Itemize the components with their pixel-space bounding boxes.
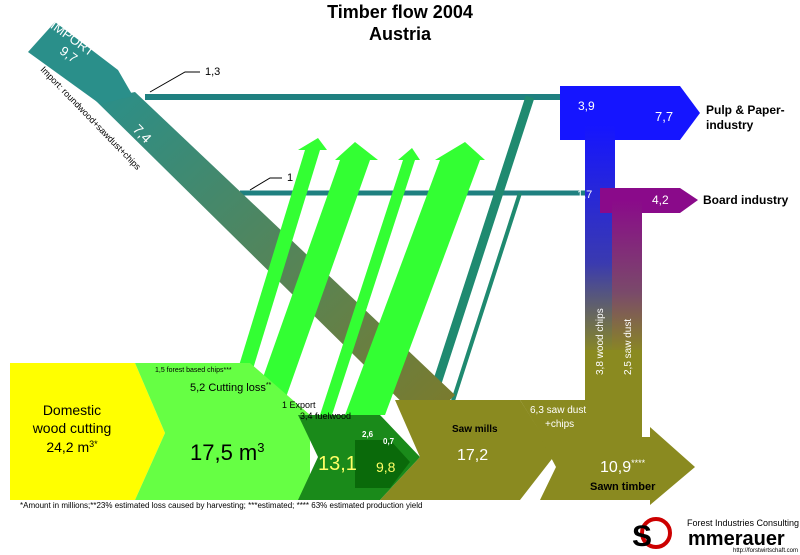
board-value: 4,2 bbox=[652, 193, 669, 207]
sup: 3 bbox=[257, 440, 264, 455]
domestic-label: wood cutting bbox=[32, 420, 112, 436]
wood-chips-flow bbox=[585, 125, 615, 355]
chips-label: 1,5 forest based chips*** bbox=[155, 367, 232, 374]
board-inflow: 1,7 bbox=[577, 189, 592, 201]
flows bbox=[10, 22, 700, 505]
logo-tagline: Forest Industries Consulting bbox=[687, 518, 799, 528]
saw-mills-value: 17,2 bbox=[457, 447, 488, 464]
import-node bbox=[28, 22, 133, 104]
sawn-timber-node bbox=[540, 427, 695, 505]
board-label: Board industry bbox=[703, 193, 789, 207]
logo-emblem bbox=[640, 517, 672, 549]
fuelwood-flow bbox=[345, 160, 480, 415]
arrow bbox=[398, 148, 420, 160]
sup: ** bbox=[266, 382, 272, 389]
export-label: 1 Export bbox=[282, 400, 316, 410]
saw-mills-label: Saw mills bbox=[452, 424, 498, 435]
wood-chips-label: 3,8 wood chips bbox=[595, 308, 606, 375]
callout bbox=[149, 71, 200, 93]
pulp-value: 7,7 bbox=[655, 109, 673, 124]
sup: **** bbox=[631, 458, 646, 468]
import-to-board: 1 bbox=[287, 172, 293, 184]
byproduct-label: +chips bbox=[545, 419, 574, 430]
subtitle: Austria bbox=[369, 24, 432, 44]
export-flow bbox=[320, 160, 415, 415]
arrow bbox=[435, 142, 485, 160]
domestic-node bbox=[10, 363, 165, 500]
byproduct-label: 6,3 saw dust bbox=[530, 405, 586, 416]
value: 10,9 bbox=[600, 459, 631, 476]
domestic-value: 24,2 m3* bbox=[46, 439, 98, 455]
to-saw-value: 9,8 bbox=[376, 459, 396, 475]
pulp-label: Pulp & Paper- bbox=[706, 103, 785, 117]
logo-initial: S bbox=[632, 520, 652, 553]
value: 5,2 Cutting loss bbox=[190, 382, 266, 394]
callout bbox=[249, 177, 282, 191]
value: 24,2 m bbox=[46, 439, 89, 455]
value: 17,5 m bbox=[190, 440, 257, 465]
footnote: *Amount in millions;**23% estimated loss… bbox=[20, 501, 422, 510]
pulp-label: industry bbox=[706, 118, 754, 132]
sup: * bbox=[94, 439, 98, 449]
chips-flow bbox=[420, 95, 535, 422]
pulp-inflow: 3,9 bbox=[578, 99, 595, 113]
saw-mills-node bbox=[380, 400, 555, 500]
title: Timber flow 2004 bbox=[327, 2, 473, 22]
arrow bbox=[335, 142, 378, 160]
sawn-timber-label: Sawn timber bbox=[590, 481, 656, 493]
flow-value: 0,7 bbox=[383, 437, 395, 446]
import-to-pulp: 1,3 bbox=[205, 66, 220, 78]
domestic-label: Domestic bbox=[43, 402, 101, 418]
to-saw-flow bbox=[355, 440, 410, 488]
chips-flow bbox=[230, 150, 320, 395]
harvest-value: 17,5 m3 bbox=[190, 440, 265, 465]
sup: 3 bbox=[89, 439, 94, 449]
sawn-timber-value: 10,9**** bbox=[600, 458, 646, 476]
byproduct-flow bbox=[520, 400, 642, 440]
fuel-value: 13,1 bbox=[318, 453, 357, 475]
loss-label: 5,2 Cutting loss** bbox=[190, 382, 272, 394]
logo: Forest Industries Consulting S mmerauer … bbox=[632, 517, 799, 554]
saw-dust-label: 2,5 saw dust bbox=[623, 319, 634, 375]
flow-value: 2,6 bbox=[362, 430, 374, 439]
loss-flow bbox=[255, 160, 370, 400]
arrow bbox=[298, 138, 327, 150]
fuelwood-label: 3,4 fuelwood bbox=[300, 411, 351, 421]
logo-name: mmerauer bbox=[688, 528, 785, 550]
logo-url: http://forstwirtschaft.com bbox=[733, 548, 798, 554]
pulp-node bbox=[560, 86, 700, 140]
harvest-node bbox=[135, 363, 310, 500]
saw-dust-flow bbox=[612, 200, 642, 355]
chips-flow bbox=[448, 192, 522, 411]
